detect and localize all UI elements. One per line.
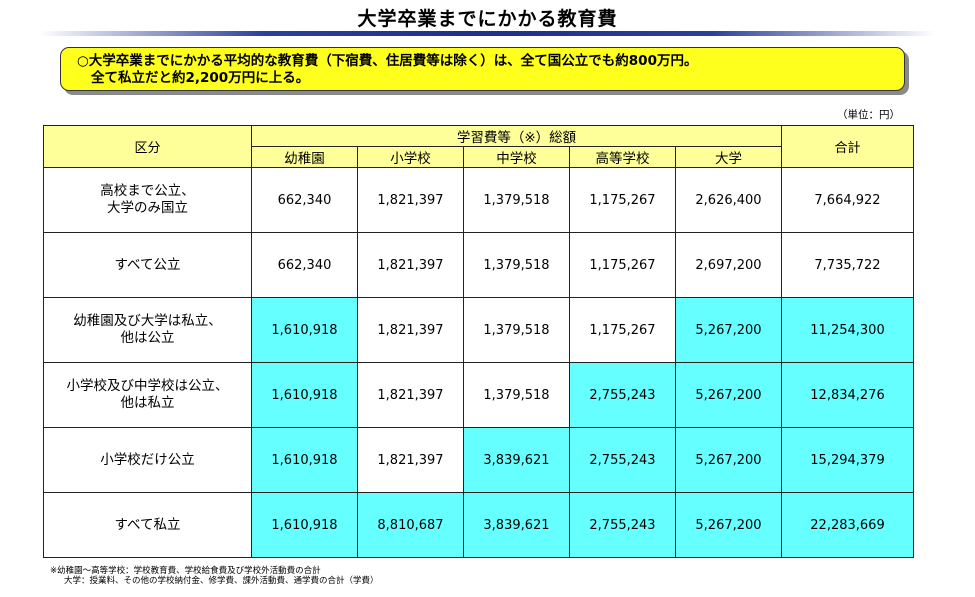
cost-cell: 1,821,397 <box>357 362 464 428</box>
column-header: 大学 <box>675 146 782 168</box>
header-group: 学習費等（※）総額 <box>251 125 782 147</box>
cost-cell: 1,821,397 <box>357 232 464 298</box>
header-total: 合計 <box>781 125 914 168</box>
page-title: 大学卒業までにかかる教育費 <box>357 8 618 30</box>
cost-cell: 1,379,518 <box>463 167 570 233</box>
cost-cell: 2,626,400 <box>675 167 782 233</box>
table-row: 小学校だけ公立 1,610,918 1,821,397 3,839,621 2,755,… <box>43 427 914 493</box>
total-cell: 11,254,300 <box>781 297 914 363</box>
row-label: すべて私立 <box>43 492 252 558</box>
row-label: 高校まで公立、 大学のみ国立 <box>43 167 252 233</box>
cost-cell: 2,697,200 <box>675 232 782 298</box>
row-label: 幼稚園及び大学は私立、 他は公立 <box>43 297 252 363</box>
cost-cell: 662,340 <box>251 232 358 298</box>
education-cost-table: 区分 学習費等（※）総額 合計 幼稚園 小学校 中学校 高等学校 大学 高校まで… <box>43 125 914 558</box>
total-cell: 7,735,722 <box>781 232 914 298</box>
summary-line-1: ○大学卒業までにかかる平均的な教育費（下宿費、住居費等は除く）は、全て国公立でも… <box>77 53 698 69</box>
cost-cell: 1,175,267 <box>569 167 676 233</box>
cost-cell: 5,267,200 <box>675 492 782 558</box>
cost-cell: 8,810,687 <box>357 492 464 558</box>
cost-cell: 2,755,243 <box>569 427 676 493</box>
footnote-1: ※幼稚園～高等学校：学校教育費、学校給食費及び学校外活動費の合計 <box>50 566 321 576</box>
table-row: すべて公立 662,340 1,821,397 1,379,518 1,175,267 2… <box>43 232 914 298</box>
total-cell: 22,283,669 <box>781 492 914 558</box>
cost-cell: 1,610,918 <box>251 492 358 558</box>
cost-cell: 2,755,243 <box>569 362 676 428</box>
table-row: 小学校及び中学校は公立、 他は私立 1,610,918 1,821,397 1,379… <box>43 362 914 428</box>
cost-cell: 1,821,397 <box>357 297 464 363</box>
column-header: 小学校 <box>357 146 464 168</box>
column-header: 中学校 <box>463 146 570 168</box>
cost-cell: 1,379,518 <box>463 297 570 363</box>
table-row: 高校まで公立、 大学のみ国立 662,340 1,821,397 1,379,518 1… <box>43 167 914 233</box>
cost-cell: 1,610,918 <box>251 362 358 428</box>
cost-cell: 1,379,518 <box>463 232 570 298</box>
cost-cell: 3,839,621 <box>463 427 570 493</box>
column-header: 幼稚園 <box>251 146 358 168</box>
table-row: すべて私立 1,610,918 8,810,687 3,839,621 2,755,24… <box>43 492 914 558</box>
total-cell: 15,294,379 <box>781 427 914 493</box>
cost-cell: 662,340 <box>251 167 358 233</box>
cost-cell: 1,610,918 <box>251 297 358 363</box>
cost-cell: 1,379,518 <box>463 362 570 428</box>
cost-cell: 1,821,397 <box>357 427 464 493</box>
header-category: 区分 <box>43 125 252 168</box>
total-cell: 7,664,922 <box>781 167 914 233</box>
footnote-2: 大学：授業料、その他の学校納付金、修学費、課外活動費、通学費の合計（学費） <box>64 576 379 586</box>
cost-cell: 1,175,267 <box>569 232 676 298</box>
cost-cell: 1,175,267 <box>569 297 676 363</box>
row-label: 小学校だけ公立 <box>43 427 252 493</box>
row-label: 小学校及び中学校は公立、 他は私立 <box>43 362 252 428</box>
cost-cell: 2,755,243 <box>569 492 676 558</box>
title-underline <box>40 31 935 36</box>
total-cell: 12,834,276 <box>781 362 914 428</box>
cost-cell: 5,267,200 <box>675 362 782 428</box>
cost-cell: 1,821,397 <box>357 167 464 233</box>
cost-cell: 5,267,200 <box>675 297 782 363</box>
column-header: 高等学校 <box>569 146 676 168</box>
table-row: 幼稚園及び大学は私立、 他は公立 1,610,918 1,821,397 1,379,… <box>43 297 914 363</box>
summary-box: ○大学卒業までにかかる平均的な教育費（下宿費、住居費等は除く）は、全て国公立でも… <box>60 47 905 91</box>
summary-line-2: 全て私立だと約2,200万円に上る。 <box>91 70 310 86</box>
row-label: すべて公立 <box>43 232 252 298</box>
cost-cell: 1,610,918 <box>251 427 358 493</box>
cost-cell: 5,267,200 <box>675 427 782 493</box>
cost-cell: 3,839,621 <box>463 492 570 558</box>
unit-label: （単位：円） <box>837 109 900 121</box>
